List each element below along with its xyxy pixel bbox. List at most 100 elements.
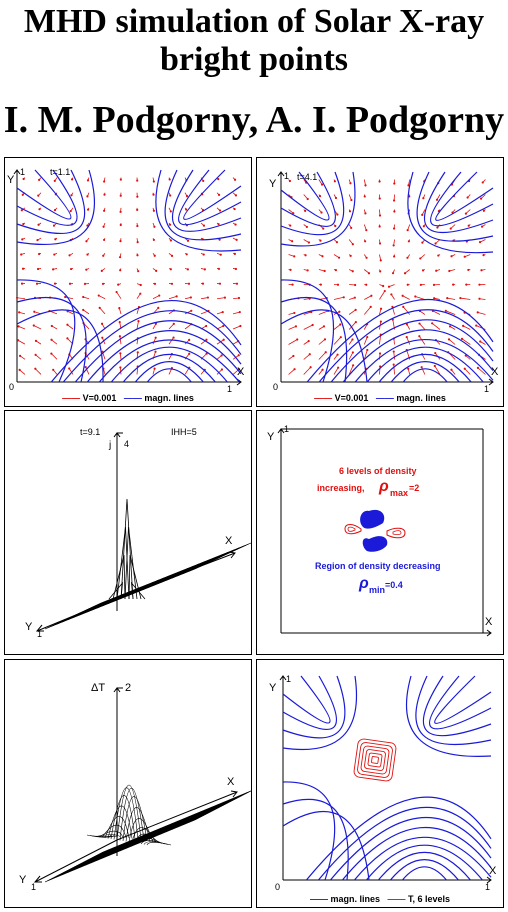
velocity-arrow: [421, 367, 426, 375]
velocity-arrowhead: [101, 336, 104, 339]
surface-mesh: [44, 790, 251, 883]
temperature-contour: [371, 756, 379, 764]
x-axis-arrow: [486, 629, 492, 637]
temperature-contours: [353, 738, 397, 782]
velocity-arrowhead: [466, 196, 469, 199]
velocity-arrowhead: [118, 306, 121, 310]
velocity-arrowhead: [342, 296, 345, 299]
y-tick-label: 1: [284, 424, 290, 434]
velocity-arrowhead: [33, 310, 36, 313]
velocity-arrowhead: [366, 335, 369, 339]
velocity-arrowhead: [351, 351, 354, 354]
mesh-line: [100, 542, 251, 604]
density-lobe-right-inner: [392, 530, 402, 536]
velocity-arrowhead: [21, 267, 25, 270]
velocity-arrowhead: [421, 241, 424, 244]
x-axis-label: X: [225, 535, 233, 547]
velocity-arrow: [464, 368, 471, 375]
velocity-arrow: [432, 310, 441, 315]
time-label: t=9.1: [80, 427, 101, 437]
velocity-arrowhead: [463, 367, 466, 370]
field-line: [280, 279, 335, 383]
velocity-arrowhead: [50, 324, 53, 328]
velocity-arrowhead: [401, 294, 404, 297]
velocity-arrowhead: [21, 238, 24, 241]
peak-line: [98, 830, 124, 838]
velocity-arrowhead: [119, 194, 122, 197]
velocity-arrowhead: [319, 283, 322, 286]
velocity-arrowhead: [304, 209, 307, 212]
velocity-arrowhead: [22, 177, 25, 181]
velocity-arrowhead: [220, 354, 223, 357]
z-tick-label: 2: [125, 682, 132, 694]
y-axis-arrow: [13, 169, 21, 175]
velocity-arrowhead: [139, 283, 142, 287]
velocity-arrowhead: [100, 322, 104, 325]
velocity-arrow: [393, 364, 395, 375]
velocity-arrowhead: [478, 297, 481, 300]
origin-label: 0: [273, 382, 279, 392]
rho-min-symbol: ρ: [359, 575, 369, 592]
velocity-arrowhead: [119, 269, 122, 272]
field-line: [16, 279, 76, 383]
peak-line: [125, 807, 151, 842]
velocity-arrowhead: [69, 267, 73, 271]
field-line: [422, 675, 492, 737]
velocity-arrowhead: [118, 256, 122, 259]
velocity-arrowhead: [117, 283, 120, 286]
legend-velocity-label: V=0.001: [82, 393, 117, 403]
velocity-arrowhead: [137, 320, 140, 323]
field-line: [50, 299, 242, 383]
velocity-arrowhead: [320, 211, 323, 214]
velocity-arrowhead: [378, 242, 382, 245]
y-tick-label: 1: [37, 629, 43, 639]
velocity-arrow: [477, 367, 486, 375]
velocity-arrow: [462, 325, 471, 330]
field-line: [16, 169, 95, 246]
velocity-arrow: [419, 323, 426, 330]
velocity-arrow: [98, 295, 106, 300]
velocity-arrowhead: [103, 209, 106, 212]
velocity-arrowhead: [53, 282, 57, 285]
velocity-arrowhead: [101, 282, 105, 285]
velocity-arrowhead: [349, 254, 352, 257]
legend: —— magn. lines —— T, 6 levels: [257, 894, 503, 904]
velocity-arrow: [82, 309, 90, 315]
velocity-arrowhead: [235, 282, 239, 285]
velocity-arrowhead: [405, 335, 408, 339]
velocity-arrow: [406, 336, 411, 345]
velocity-arrowhead: [168, 178, 171, 181]
velocity-arrowhead: [338, 310, 341, 313]
velocity-arrowhead: [392, 244, 395, 247]
velocity-arrowhead: [351, 338, 354, 341]
velocity-arrowhead: [365, 229, 368, 232]
velocity-arrowhead: [324, 351, 327, 354]
velocity-arrowhead: [185, 253, 188, 256]
velocity-arrowhead: [119, 366, 122, 369]
velocity-arrowhead: [460, 337, 464, 340]
velocity-arrowhead: [102, 225, 105, 228]
velocity-arrow: [65, 296, 74, 300]
velocity-arrowhead: [405, 323, 408, 326]
z-axis-label: j: [109, 440, 112, 451]
velocity-arrow: [431, 322, 441, 330]
y-axis-arrow: [279, 675, 287, 681]
velocity-arrowhead: [351, 243, 354, 246]
velocity-arrowhead: [434, 242, 437, 245]
velocity-arrow: [51, 353, 58, 360]
velocity-arrowhead: [446, 297, 449, 300]
velocity-arrowhead: [154, 336, 157, 339]
velocity-arrowhead: [350, 198, 353, 202]
velocity-arrowhead: [462, 324, 465, 327]
velocity-arrow: [19, 369, 26, 375]
velocity-arrowhead: [102, 254, 105, 257]
velocity-arrowhead: [305, 225, 309, 229]
density-increasing-text: increasing,: [317, 483, 365, 493]
velocity-arrowhead: [378, 197, 381, 200]
mesh-line: [194, 790, 251, 821]
velocity-arrowhead: [136, 351, 139, 354]
velocity-arrowhead: [35, 282, 39, 285]
velocity-arrows: [15, 177, 242, 375]
velocity-arrowhead: [153, 254, 156, 257]
current-peak: [108, 498, 146, 600]
